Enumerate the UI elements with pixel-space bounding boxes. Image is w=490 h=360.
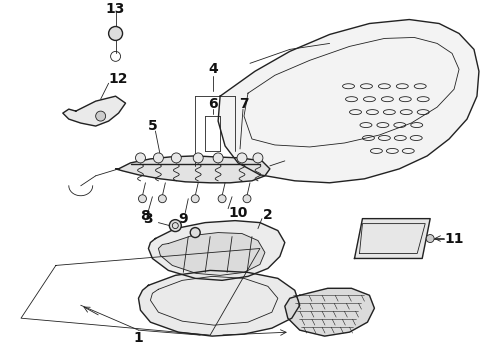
Circle shape — [243, 195, 251, 203]
Circle shape — [170, 220, 181, 231]
Circle shape — [193, 153, 203, 163]
Circle shape — [136, 153, 146, 163]
Circle shape — [96, 111, 106, 121]
Polygon shape — [139, 270, 300, 336]
Polygon shape — [218, 19, 479, 183]
Polygon shape — [148, 221, 285, 280]
Circle shape — [172, 153, 181, 163]
Circle shape — [139, 195, 147, 203]
Circle shape — [426, 235, 434, 243]
Text: 5: 5 — [147, 119, 157, 133]
Text: 8: 8 — [141, 209, 150, 222]
Text: 9: 9 — [178, 212, 188, 226]
Circle shape — [109, 27, 122, 40]
Polygon shape — [354, 219, 430, 258]
Polygon shape — [158, 233, 265, 275]
Circle shape — [218, 195, 226, 203]
Text: 7: 7 — [239, 97, 249, 111]
Polygon shape — [116, 156, 270, 183]
Circle shape — [190, 228, 200, 238]
Text: 6: 6 — [208, 97, 218, 111]
Polygon shape — [63, 96, 125, 126]
Text: 4: 4 — [208, 62, 218, 76]
Text: 3: 3 — [144, 212, 153, 226]
Circle shape — [237, 153, 247, 163]
Text: 12: 12 — [109, 72, 128, 86]
Polygon shape — [285, 288, 374, 336]
Text: 13: 13 — [106, 1, 125, 15]
Text: 2: 2 — [263, 208, 273, 222]
Text: 11: 11 — [444, 231, 464, 246]
Text: 1: 1 — [134, 331, 144, 345]
Circle shape — [213, 153, 223, 163]
Circle shape — [191, 195, 199, 203]
Circle shape — [253, 153, 263, 163]
Text: 10: 10 — [228, 206, 248, 220]
Circle shape — [153, 153, 163, 163]
Circle shape — [158, 195, 166, 203]
